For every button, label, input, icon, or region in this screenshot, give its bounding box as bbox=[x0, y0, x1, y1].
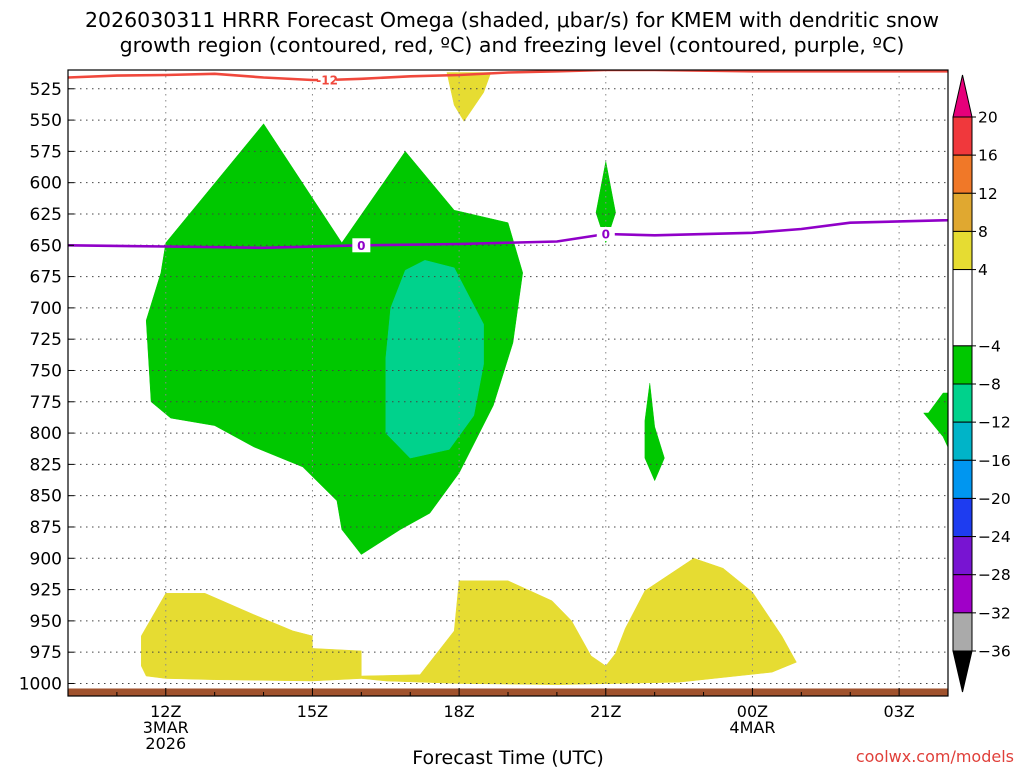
contour-freezing-level bbox=[68, 218, 948, 250]
contour-label-dendritic-snow-growth: -12 bbox=[316, 74, 338, 88]
colorbar-segment bbox=[952, 421, 973, 461]
colorbar-tick-label: −32 bbox=[978, 604, 1011, 622]
region-yellow-lower-east bbox=[1016, 643, 1024, 671]
x-tick-label-21Z: 21Z bbox=[590, 702, 621, 721]
colorbar-tick-label: −16 bbox=[978, 452, 1011, 470]
omega-colorbar: 20 16 12 8 4 −4 −8 −12 −16 −20 −24 −28 −32 −36 bbox=[952, 74, 1011, 693]
y-tick-label-950: 950 bbox=[30, 612, 62, 632]
colorbar-segment bbox=[952, 536, 973, 576]
y-tick-label-875: 875 bbox=[30, 518, 62, 538]
y-tick-label-850: 850 bbox=[30, 487, 62, 507]
x-tick-label-2026: 2026 bbox=[145, 734, 186, 753]
colorbar-tick-label: 4 bbox=[978, 261, 988, 279]
x-axis-title: Forecast Time (UTC) bbox=[412, 747, 603, 768]
y-tick-label-1000: 1000 bbox=[19, 674, 62, 694]
region-yellow-top-18z bbox=[446, 72, 492, 122]
contour-label-freezing-level: 0 bbox=[602, 228, 610, 242]
y-tick-label-525: 525 bbox=[30, 80, 62, 100]
y-tick-label-825: 825 bbox=[30, 455, 62, 475]
colorbar-tick-label: −8 bbox=[978, 376, 1001, 394]
shaded-omega-regions bbox=[141, 72, 1024, 685]
y-tick-label-775: 775 bbox=[30, 393, 62, 413]
colorbar-tick-label: −20 bbox=[978, 490, 1011, 508]
colorbar-tick-label: 20 bbox=[978, 109, 998, 127]
contour-label-bg bbox=[352, 238, 371, 253]
pressure-axis: 525 550 575 600 625 650 675 700 725 750 775 800 825 8… bbox=[19, 80, 74, 694]
colorbar-segment bbox=[952, 192, 973, 232]
y-tick-label-675: 675 bbox=[30, 268, 62, 288]
colorbar-segment bbox=[952, 230, 973, 271]
colorbar-segment bbox=[952, 154, 973, 194]
colorbar-tick-label: 12 bbox=[978, 185, 998, 203]
colorbar-segment bbox=[952, 612, 973, 652]
region-yellow-lower-mid bbox=[361, 558, 797, 685]
contour-label-freezing-level: 0 bbox=[357, 239, 365, 253]
dotted-grid bbox=[68, 70, 948, 696]
x-tick-label-12Z: 12Z bbox=[150, 702, 181, 721]
colorbar-tick-label: −24 bbox=[978, 528, 1011, 546]
colorbar-segment bbox=[952, 269, 973, 347]
contour-dendritic-snow-growth bbox=[68, 70, 948, 82]
contour-label-bg bbox=[318, 73, 337, 88]
y-tick-label-750: 750 bbox=[30, 361, 62, 381]
x-tick-label-00Z: 00Z bbox=[737, 702, 768, 721]
colorbar-segment bbox=[952, 574, 973, 614]
region-teal-core bbox=[385, 260, 484, 459]
y-tick-label-575: 575 bbox=[30, 142, 62, 162]
x-tick-label-3MAR: 3MAR bbox=[143, 718, 189, 737]
colorbar-tick-label: −28 bbox=[978, 566, 1011, 584]
colorbar-tick-label: −36 bbox=[978, 643, 1011, 661]
region-green-east-patch bbox=[923, 392, 948, 449]
colorbar-segment bbox=[952, 497, 973, 538]
colorbar-tick-label: −12 bbox=[978, 414, 1011, 432]
colorbar-segment bbox=[952, 345, 973, 385]
y-tick-label-700: 700 bbox=[30, 299, 62, 319]
colorbar-bottom-arrow bbox=[952, 650, 973, 693]
x-tick-label-03Z: 03Z bbox=[883, 702, 914, 721]
region-yellow-lower-west bbox=[141, 593, 362, 682]
x-tick-label-4MAR: 4MAR bbox=[729, 718, 775, 737]
y-tick-label-600: 600 bbox=[30, 174, 62, 194]
plot-frame bbox=[67, 69, 949, 697]
colorbar-tick-label: 8 bbox=[978, 223, 988, 241]
y-tick-label-625: 625 bbox=[30, 205, 62, 225]
y-tick-label-650: 650 bbox=[30, 236, 62, 256]
x-tick-label-18Z: 18Z bbox=[443, 702, 474, 721]
colorbar-segment bbox=[952, 116, 973, 156]
chart-title-line-2: growth region (contoured, red, ºC) and f… bbox=[120, 33, 905, 57]
chart-title-line-1: 2026030311 HRRR Forecast Omega (shaded, … bbox=[85, 8, 939, 32]
credit-text: coolwx.com/models bbox=[856, 747, 1014, 766]
y-tick-label-725: 725 bbox=[30, 330, 62, 350]
y-tick-label-550: 550 bbox=[30, 111, 62, 131]
region-green-22z-mid bbox=[644, 382, 665, 482]
colorbar-top-arrow bbox=[952, 74, 973, 118]
colorbar-tick-label: −4 bbox=[978, 337, 1001, 355]
temperature-contours: -12 0 0 bbox=[68, 70, 948, 253]
colorbar-segment bbox=[952, 383, 973, 423]
contour-label-bg bbox=[596, 227, 615, 242]
colorbar-tick-label: 16 bbox=[978, 147, 998, 165]
y-tick-label-925: 925 bbox=[30, 581, 62, 601]
x-tick-label-15Z: 15Z bbox=[297, 702, 328, 721]
colorbar-segment bbox=[952, 459, 973, 499]
y-tick-label-800: 800 bbox=[30, 424, 62, 444]
y-tick-label-900: 900 bbox=[30, 549, 62, 569]
y-tick-label-975: 975 bbox=[30, 643, 62, 663]
